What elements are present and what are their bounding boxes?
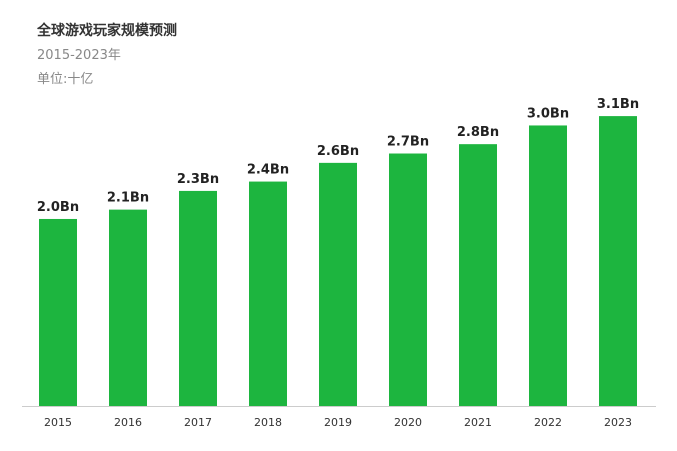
bar-2022 bbox=[529, 125, 567, 406]
x-tick-2023: 2023 bbox=[604, 416, 632, 429]
chart-subtitle: 2015-2023年 bbox=[37, 48, 121, 63]
bar-2023 bbox=[599, 116, 637, 407]
data-label-2018: 2.4Bn bbox=[247, 163, 289, 178]
bar-2016 bbox=[109, 209, 147, 406]
data-label-2015: 2.0Bn bbox=[37, 200, 79, 215]
bar-2017 bbox=[179, 190, 217, 406]
x-tick-2019: 2019 bbox=[324, 416, 352, 429]
x-tick-2018: 2018 bbox=[254, 416, 282, 429]
x-tick-2021: 2021 bbox=[464, 416, 492, 429]
x-tick-2017: 2017 bbox=[184, 416, 212, 429]
data-label-2020: 2.7Bn bbox=[387, 135, 429, 150]
data-label-2016: 2.1Bn bbox=[107, 191, 149, 206]
bar-2021 bbox=[459, 144, 497, 406]
data-label-2017: 2.3Bn bbox=[177, 172, 219, 187]
bar-2015 bbox=[39, 218, 77, 406]
x-tick-2022: 2022 bbox=[534, 416, 562, 429]
unit-label: 单位:十亿 bbox=[37, 72, 94, 87]
data-label-2022: 3.0Bn bbox=[527, 106, 569, 121]
bar-2019 bbox=[319, 162, 357, 406]
bar-2020 bbox=[389, 153, 427, 406]
x-tick-2020: 2020 bbox=[394, 416, 422, 429]
data-label-2023: 3.1Bn bbox=[597, 97, 639, 112]
data-label-2021: 2.8Bn bbox=[457, 125, 499, 140]
bar-2018 bbox=[249, 181, 287, 406]
x-tick-2015: 2015 bbox=[44, 416, 72, 429]
x-tick-2016: 2016 bbox=[114, 416, 142, 429]
chart-title: 全球游戏玩家规模预测 bbox=[37, 23, 177, 39]
data-label-2019: 2.6Bn bbox=[317, 144, 359, 159]
